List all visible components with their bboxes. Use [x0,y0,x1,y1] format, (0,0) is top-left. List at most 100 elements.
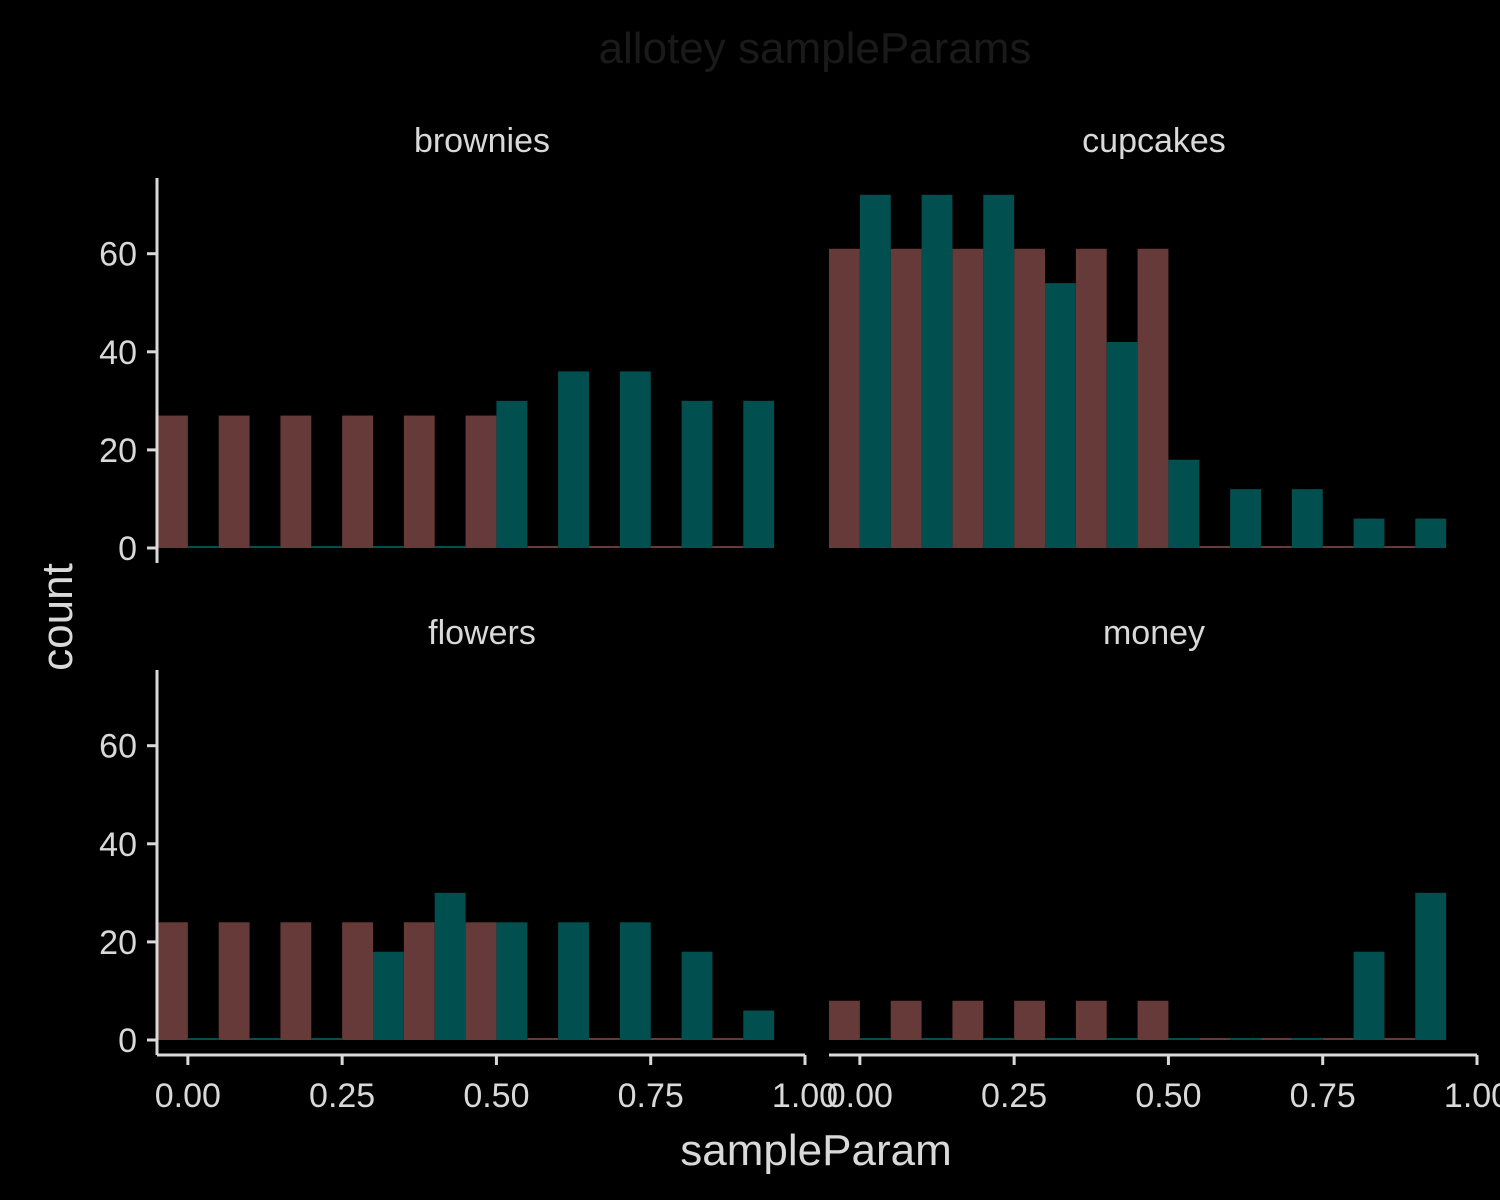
bar-money-s0-bin7 [1261,1038,1292,1040]
bar-cupcakes-s1-bin2 [983,194,1015,548]
bar-money-s1-bin3 [1045,1038,1076,1040]
bar-cupcakes-s0-bin0 [829,248,860,549]
y-tick-label: 20 [99,432,137,470]
bar-flowers-s0-bin7 [589,1038,620,1040]
bar-cupcakes-s1-bin0 [859,194,891,548]
y-tick-label: 60 [99,236,137,274]
bar-cupcakes-s0-bin1 [890,248,922,549]
bar-money-s1-bin4 [1106,1038,1138,1040]
bar-brownies-s0-bin5 [465,415,497,548]
bar-flowers-s0-bin0 [157,922,188,1040]
facet-panel-cupcakes: cupcakes [829,122,1447,549]
facet-label-cupcakes: cupcakes [1082,122,1226,160]
bar-money-s0-bin3 [1014,1000,1045,1040]
y-tick-label: 40 [99,334,137,372]
x-tick-label: 1.00 [1444,1077,1500,1115]
x-tick-label: 0.75 [618,1077,684,1115]
y-axis-title: count [33,563,82,671]
y-tick-label: 20 [99,924,137,962]
bar-money-s1-bin8 [1353,951,1385,1040]
bar-cupcakes-s0-bin3 [1014,248,1045,549]
bar-flowers-s0-bin5 [465,922,497,1040]
bar-brownies-s1-bin0 [187,546,219,548]
bar-brownies-s0-bin4 [403,415,435,548]
bar-cupcakes-s1-bin3 [1045,283,1076,548]
bar-brownies-s1-bin4 [434,546,466,548]
x-axis-title: sampleParam [680,1126,951,1175]
bar-money-s1-bin6 [1230,1038,1261,1040]
bar-brownies-s1-bin1 [249,546,281,548]
plot-title: allotey sampleParams [599,24,1032,73]
bar-brownies-s0-bin6 [527,546,559,548]
bar-brownies-s0-bin1 [218,415,250,548]
bar-cupcakes-s1-bin4 [1106,341,1138,548]
bar-money-s0-bin4 [1075,1000,1107,1040]
bar-cupcakes-s0-bin8 [1322,546,1354,548]
y-tick-label: 0 [118,1022,137,1060]
bar-flowers-s1-bin9 [743,1010,775,1040]
x-tick-label: 0.00 [155,1077,221,1115]
bar-money-s0-bin5 [1137,1000,1169,1040]
facet-label-money: money [1103,614,1205,652]
facet-label-flowers: flowers [428,614,536,652]
bar-money-s1-bin2 [983,1038,1015,1040]
bar-brownies-s1-bin7 [619,371,651,548]
bar-cupcakes-s1-bin8 [1353,518,1385,548]
bar-money-s1-bin7 [1291,1038,1323,1040]
bar-cupcakes-s0-bin7 [1261,546,1292,548]
bar-flowers-s0-bin1 [218,922,250,1040]
bar-cupcakes-s1-bin6 [1230,489,1261,548]
x-tick-label: 0.00 [827,1077,893,1115]
bar-cupcakes-s1-bin9 [1415,518,1447,548]
x-tick-label: 0.25 [981,1077,1047,1115]
bar-flowers-s0-bin4 [403,922,435,1040]
bar-money-s0-bin6 [1199,1038,1231,1040]
x-tick-label: 1.00 [772,1077,838,1115]
bar-brownies-s1-bin2 [311,546,343,548]
facet-panel-flowers: flowers 0 20 40 60 0.00 0.25 0.50 0.75 1.00 [99,614,838,1115]
bar-flowers-s1-bin8 [681,951,713,1040]
bar-money-s1-bin1 [921,1038,953,1040]
x-tick-label: 0.25 [309,1077,375,1115]
x-tick-label: 0.50 [1135,1077,1201,1115]
bar-flowers-s0-bin8 [650,1038,682,1040]
bar-money-s0-bin1 [890,1000,922,1040]
facet-panel-brownies: brownies 0 20 40 60 [99,122,775,568]
bar-cupcakes-s1-bin1 [921,194,953,548]
bar-brownies-s0-bin0 [157,415,188,548]
bar-money-s1-bin5 [1168,1038,1200,1040]
bar-flowers-s1-bin7 [619,922,651,1040]
bar-flowers-s1-bin3 [373,951,404,1040]
bar-cupcakes-s0-bin5 [1137,248,1169,549]
bar-money-s0-bin8 [1322,1038,1354,1040]
facet-label-brownies: brownies [414,122,550,160]
bar-brownies-s1-bin5 [496,400,528,548]
bar-cupcakes-s0-bin2 [952,248,984,549]
bar-flowers-s1-bin1 [249,1038,281,1040]
bar-brownies-s1-bin9 [743,400,775,548]
bar-money-s1-bin0 [859,1038,891,1040]
bar-flowers-s1-bin2 [311,1038,343,1040]
bar-money-s0-bin0 [829,1000,860,1040]
bar-brownies-s1-bin8 [681,400,713,548]
y-tick-label: 40 [99,826,137,864]
bar-flowers-s0-bin2 [280,922,312,1040]
bar-brownies-s0-bin9 [712,546,744,548]
bar-cupcakes-s0-bin6 [1199,546,1231,548]
bar-brownies-s0-bin7 [589,546,620,548]
facet-panel-money: money 0.00 0.25 0.50 0.75 1.00 [827,614,1500,1115]
y-tick-label: 0 [118,530,137,568]
bar-flowers-s0-bin9 [712,1038,744,1040]
bar-cupcakes-s1-bin5 [1168,459,1200,548]
bar-brownies-s0-bin8 [650,546,682,548]
bar-cupcakes-s0-bin9 [1384,546,1416,548]
bar-cupcakes-s0-bin4 [1075,248,1107,549]
bar-flowers-s0-bin6 [527,1038,559,1040]
bar-flowers-s1-bin6 [558,922,589,1040]
x-tick-label: 0.75 [1290,1077,1356,1115]
x-tick-label: 0.50 [463,1077,529,1115]
bar-flowers-s1-bin5 [496,922,528,1040]
bar-brownies-s0-bin2 [280,415,312,548]
bar-brownies-s1-bin6 [558,371,589,548]
